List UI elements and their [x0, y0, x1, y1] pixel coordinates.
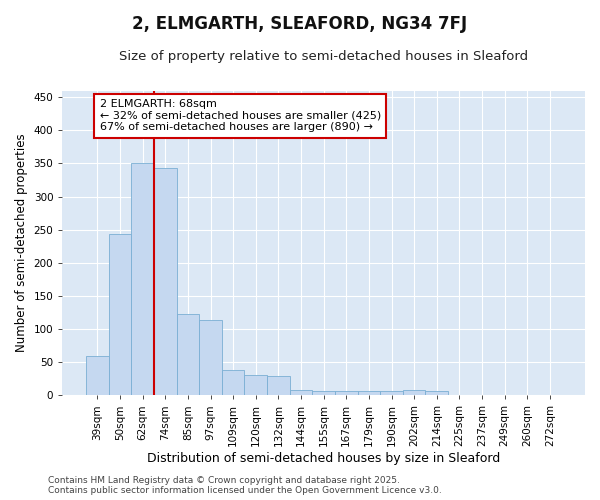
- Bar: [425, 390, 448, 396]
- Bar: [539, 394, 561, 396]
- Bar: [290, 390, 313, 396]
- Bar: [267, 376, 290, 396]
- Text: 2, ELMGARTH, SLEAFORD, NG34 7FJ: 2, ELMGARTH, SLEAFORD, NG34 7FJ: [133, 15, 467, 33]
- Bar: [358, 390, 380, 396]
- Bar: [244, 376, 267, 396]
- Bar: [131, 164, 154, 396]
- Bar: [86, 356, 109, 396]
- Bar: [199, 320, 222, 396]
- Bar: [109, 234, 131, 396]
- Bar: [176, 314, 199, 396]
- Bar: [335, 392, 358, 396]
- Text: 2 ELMGARTH: 68sqm
← 32% of semi-detached houses are smaller (425)
67% of semi-de: 2 ELMGARTH: 68sqm ← 32% of semi-detached…: [100, 99, 381, 132]
- Bar: [222, 370, 244, 396]
- Bar: [313, 392, 335, 396]
- Title: Size of property relative to semi-detached houses in Sleaford: Size of property relative to semi-detach…: [119, 50, 528, 63]
- X-axis label: Distribution of semi-detached houses by size in Sleaford: Distribution of semi-detached houses by …: [147, 452, 500, 465]
- Text: Contains HM Land Registry data © Crown copyright and database right 2025.
Contai: Contains HM Land Registry data © Crown c…: [48, 476, 442, 495]
- Bar: [403, 390, 425, 396]
- Y-axis label: Number of semi-detached properties: Number of semi-detached properties: [15, 134, 28, 352]
- Bar: [380, 392, 403, 396]
- Bar: [516, 394, 539, 396]
- Bar: [154, 168, 176, 396]
